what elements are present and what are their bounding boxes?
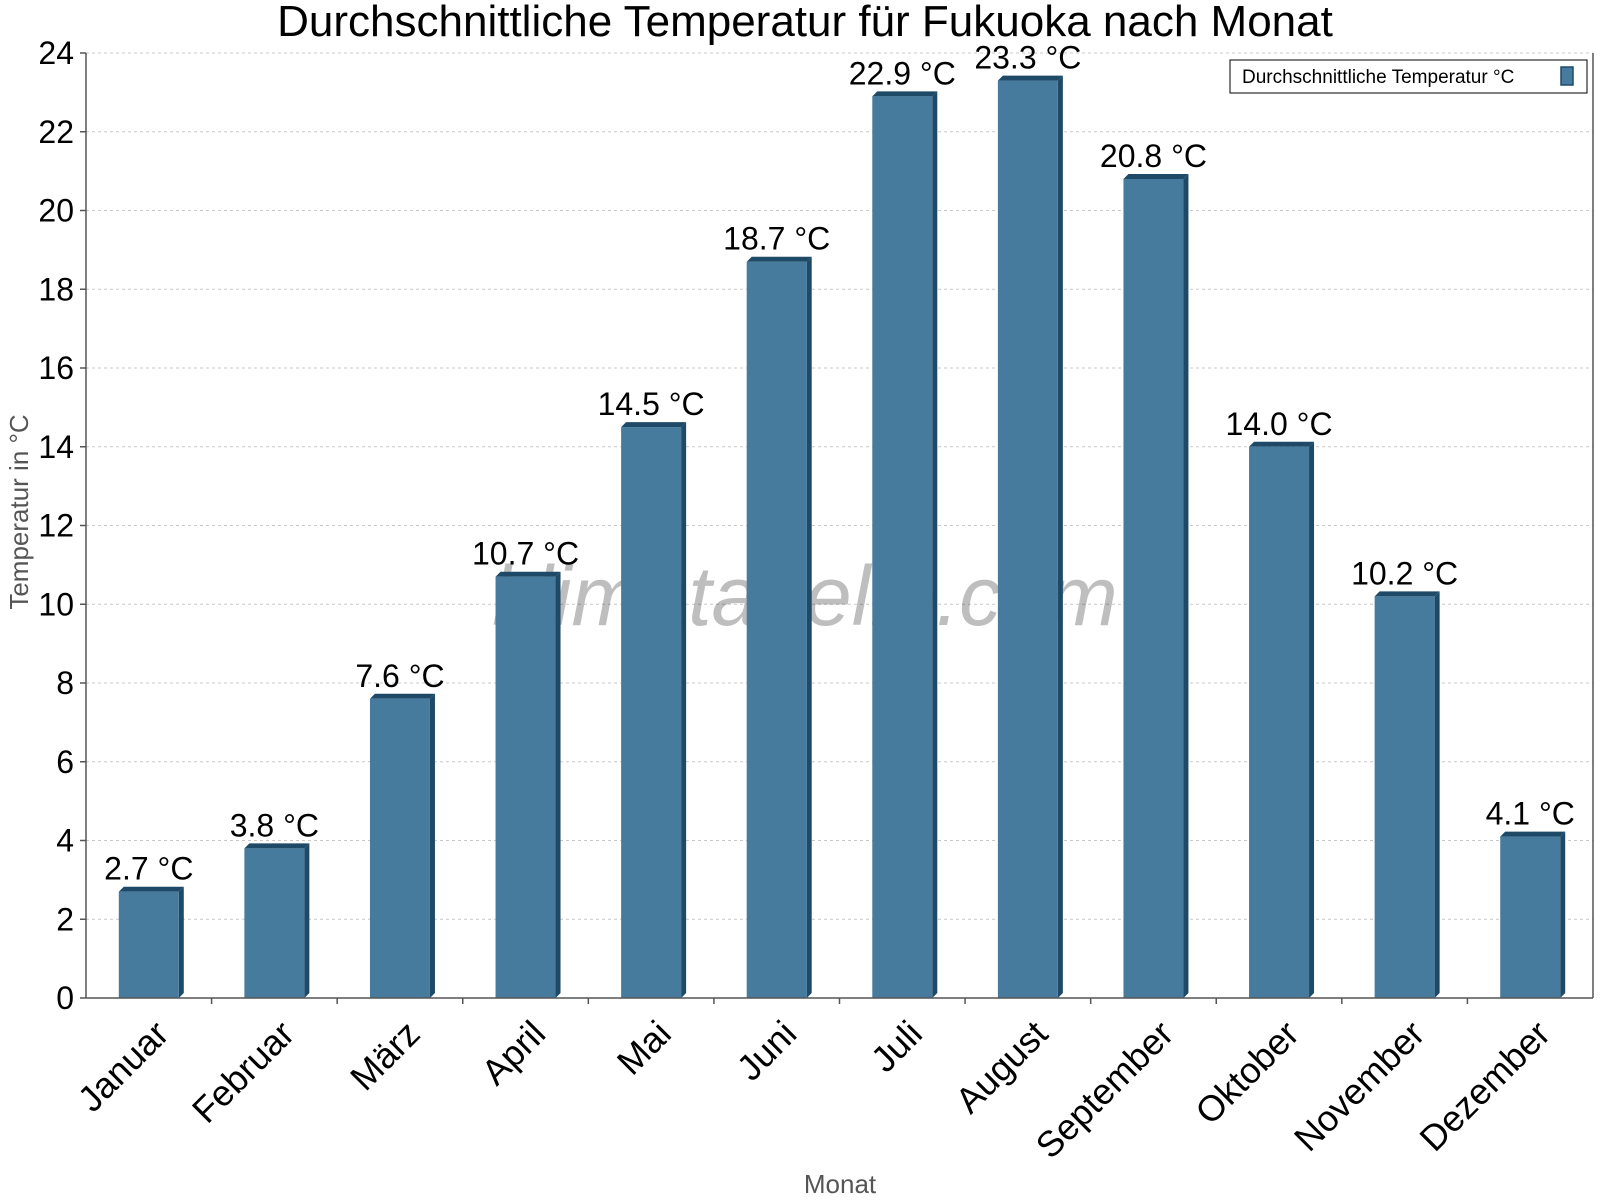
bar-top — [1123, 174, 1189, 179]
y-tick-label: 10 — [38, 586, 74, 622]
legend-swatch — [1560, 66, 1574, 86]
bar-top — [244, 843, 310, 849]
data-label: 10.7 °C — [472, 536, 579, 572]
bar — [1374, 596, 1435, 998]
y-tick-label: 24 — [38, 35, 74, 71]
data-label: 10.2 °C — [1351, 555, 1458, 591]
bar-side — [681, 422, 687, 998]
y-tick-label: 18 — [38, 271, 74, 307]
data-labels: 2.7 °C 3.8 °C 7.6 °C 10.7 °C 14.5 °C 18.7 °C 2… — [104, 40, 1575, 887]
bar-top — [1374, 591, 1440, 597]
bar-top — [621, 422, 687, 428]
data-label: 14.5 °C — [598, 386, 705, 422]
bar-side — [806, 256, 812, 998]
data-label: 18.7 °C — [723, 221, 830, 257]
bar-top — [746, 256, 812, 262]
legend-box — [1229, 59, 1588, 94]
bar — [1249, 446, 1310, 998]
bar-side — [1434, 591, 1440, 998]
y-tick-label: 0 — [56, 980, 74, 1016]
bar-side — [429, 693, 435, 998]
bar-side — [304, 843, 310, 998]
grid — [86, 52, 1593, 920]
x-tick-label: Oktober — [1187, 1013, 1307, 1133]
bar-top — [1249, 441, 1315, 447]
data-label: 14.0 °C — [1226, 406, 1333, 442]
bar-top — [1500, 831, 1566, 837]
y-tick-label: 2 — [56, 901, 74, 937]
data-label: 7.6 °C — [355, 658, 444, 694]
x-tick-label: November — [1286, 1013, 1432, 1159]
x-tick-label: Februar — [184, 1013, 302, 1131]
bar-side — [178, 886, 184, 998]
bar-top — [997, 75, 1063, 81]
y-tick-label: 4 — [56, 823, 74, 859]
bar — [495, 576, 556, 998]
legend-label: Durchschnittliche Temperatur °C — [1242, 67, 1514, 88]
x-tick-label: August — [947, 1013, 1055, 1121]
bar — [118, 891, 179, 998]
y-tick-label: 6 — [56, 744, 74, 780]
y-tick-label: 12 — [38, 508, 74, 544]
data-label: 4.1 °C — [1486, 796, 1575, 832]
bar — [621, 427, 682, 998]
y-tick-label: 8 — [56, 665, 74, 701]
bar-side — [1057, 75, 1063, 998]
y-tick-label: 22 — [38, 114, 74, 150]
data-label: 20.8 °C — [1100, 138, 1207, 174]
bar-top — [872, 91, 938, 97]
x-axis-label: Monat — [804, 1169, 877, 1199]
x-tick-label: März — [342, 1013, 428, 1099]
bar-side — [1560, 831, 1566, 998]
data-label: 2.7 °C — [104, 851, 193, 887]
x-tick-label: September — [1028, 1013, 1182, 1167]
x-tick-label: Dezember — [1411, 1013, 1557, 1159]
chart-title: Durchschnittliche Temperatur für Fukuoka… — [277, 0, 1333, 46]
data-label: 22.9 °C — [849, 55, 956, 91]
bar-top — [369, 693, 435, 699]
y-axis-label: Temperatur in °C — [4, 414, 34, 609]
y-tick-label: 14 — [38, 429, 74, 465]
bar — [1123, 179, 1184, 998]
data-label: 3.8 °C — [230, 807, 319, 843]
bars — [118, 75, 1566, 998]
bar — [244, 848, 305, 998]
x-tick-label: Juni — [729, 1013, 805, 1089]
bar-side — [1309, 441, 1315, 998]
x-tick-label: Januar — [70, 1013, 177, 1120]
bar-side — [555, 571, 561, 998]
x-tick-label: Mai — [609, 1013, 679, 1083]
x-tick-label: April — [473, 1013, 553, 1093]
bar — [1500, 836, 1561, 998]
data-label: 23.3 °C — [974, 40, 1081, 76]
bar — [369, 698, 430, 998]
bar-side — [932, 91, 938, 998]
bar — [746, 261, 807, 998]
y-tick-label: 16 — [38, 350, 74, 386]
bar-side — [1183, 174, 1189, 998]
bar-top — [495, 571, 561, 577]
bar — [872, 96, 933, 998]
legend: Durchschnittliche Temperatur °C — [1229, 59, 1588, 94]
y-tick-label: 20 — [38, 193, 74, 229]
x-tick-label: Juli — [863, 1013, 930, 1080]
bar-top — [118, 886, 184, 892]
bar — [997, 80, 1058, 998]
